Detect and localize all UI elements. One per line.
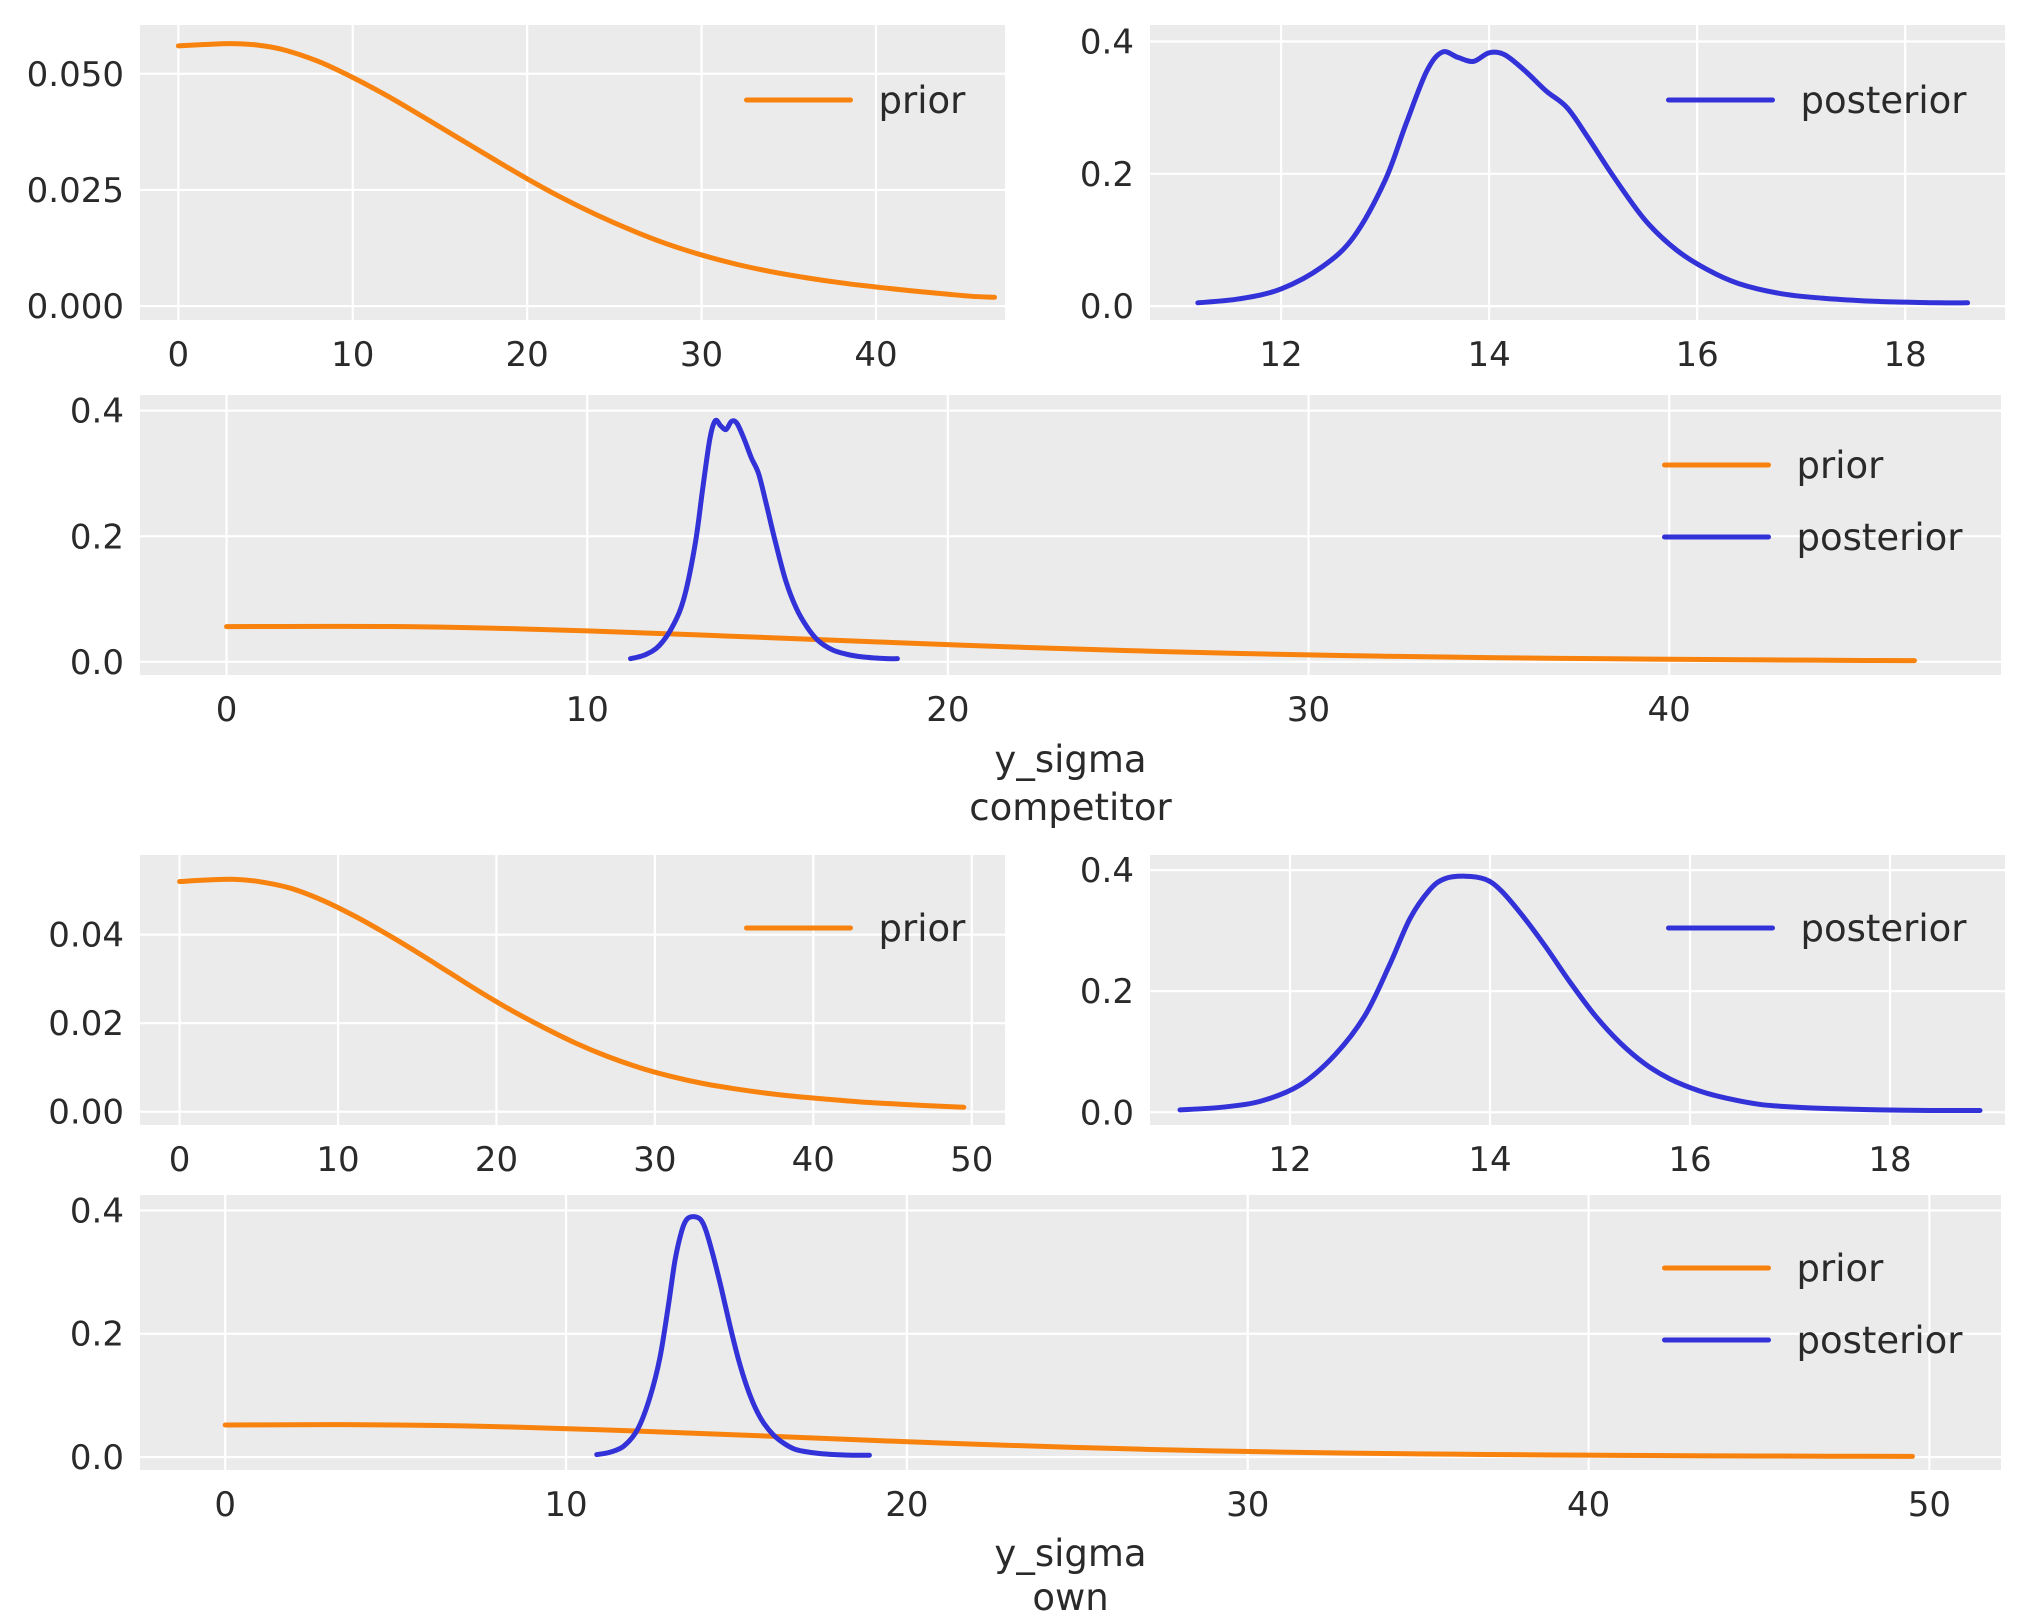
svg-text:0.0: 0.0: [1080, 287, 1134, 327]
legend-label-prior: prior: [879, 79, 967, 122]
svg-text:0.00: 0.00: [48, 1093, 124, 1133]
svg-text:0.050: 0.050: [27, 55, 124, 95]
svg-text:10: 10: [566, 690, 609, 730]
svg-text:0.4: 0.4: [1080, 851, 1134, 891]
svg-text:0: 0: [168, 335, 190, 375]
svg-text:50: 50: [950, 1140, 993, 1180]
svg-text:40: 40: [854, 335, 897, 375]
svg-text:0.04: 0.04: [48, 916, 124, 956]
svg-text:0.0: 0.0: [1080, 1093, 1134, 1133]
svg-text:0: 0: [214, 1485, 236, 1525]
svg-text:20: 20: [926, 690, 969, 730]
svg-text:18: 18: [1868, 1140, 1911, 1180]
svg-text:30: 30: [633, 1140, 676, 1180]
legend-label-prior: prior: [1797, 1247, 1885, 1290]
svg-text:12: 12: [1259, 335, 1302, 375]
svg-text:0.4: 0.4: [70, 1191, 124, 1231]
svg-text:16: 16: [1668, 1140, 1711, 1180]
svg-text:0: 0: [169, 1140, 191, 1180]
svg-text:40: 40: [792, 1140, 835, 1180]
svg-text:30: 30: [1226, 1485, 1269, 1525]
svg-text:0.0: 0.0: [70, 1438, 124, 1478]
x-axis-label: y_sigma: [994, 738, 1146, 781]
svg-text:0.2: 0.2: [1080, 972, 1134, 1012]
legend-label-posterior: posterior: [1801, 907, 1968, 950]
svg-text:30: 30: [680, 335, 723, 375]
svg-text:0.025: 0.025: [27, 171, 124, 211]
svg-text:0.2: 0.2: [70, 1315, 124, 1355]
svg-text:30: 30: [1287, 690, 1330, 730]
svg-text:0.4: 0.4: [1080, 23, 1134, 63]
svg-text:0.4: 0.4: [70, 392, 124, 432]
svg-text:20: 20: [885, 1485, 928, 1525]
svg-text:20: 20: [475, 1140, 518, 1180]
svg-text:50: 50: [1908, 1485, 1951, 1525]
x-axis-label: competitor: [969, 786, 1172, 829]
legend-label-posterior: posterior: [1797, 1319, 1964, 1362]
svg-text:40: 40: [1567, 1485, 1610, 1525]
svg-text:16: 16: [1675, 335, 1718, 375]
svg-text:40: 40: [1648, 690, 1691, 730]
svg-text:0.02: 0.02: [48, 1004, 124, 1044]
svg-text:0.2: 0.2: [1080, 155, 1134, 195]
svg-text:12: 12: [1268, 1140, 1311, 1180]
legend-label-prior: prior: [1797, 444, 1885, 487]
svg-text:10: 10: [331, 335, 374, 375]
svg-text:0.000: 0.000: [27, 287, 124, 327]
svg-text:10: 10: [316, 1140, 359, 1180]
svg-text:0: 0: [216, 690, 238, 730]
svg-text:10: 10: [544, 1485, 587, 1525]
svg-text:0.0: 0.0: [70, 643, 124, 683]
legend-label-posterior: posterior: [1801, 79, 1968, 122]
legend-label-posterior: posterior: [1797, 516, 1964, 559]
svg-text:14: 14: [1468, 1140, 1511, 1180]
svg-text:0.2: 0.2: [70, 517, 124, 557]
svg-text:20: 20: [506, 335, 549, 375]
svg-text:18: 18: [1884, 335, 1927, 375]
legend-label-prior: prior: [879, 907, 967, 950]
svg-text:14: 14: [1467, 335, 1510, 375]
x-axis-label: y_sigma: [994, 1532, 1146, 1575]
x-axis-label: own: [1032, 1576, 1108, 1619]
